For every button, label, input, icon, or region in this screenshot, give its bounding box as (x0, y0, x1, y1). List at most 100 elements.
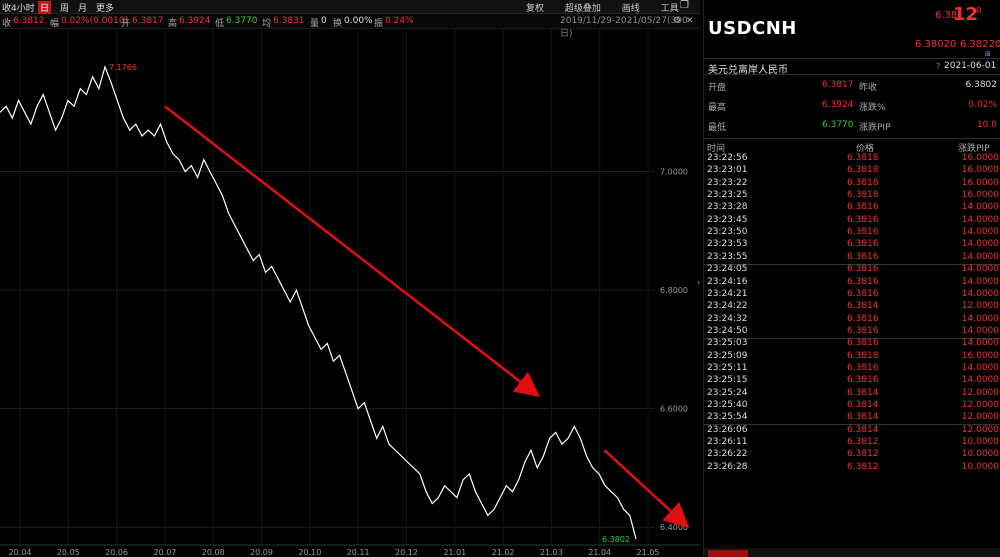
tick-time: 23:25:09 (707, 350, 748, 361)
menu-super-overlay[interactable]: 超级叠加 (564, 4, 601, 14)
tick-change: 10.0000 (961, 437, 999, 448)
tick-row[interactable]: 23:23:28 6.3816 14.0000 (704, 202, 1000, 214)
tick-row[interactable]: 23:24:05 6.3816 14.0000 (704, 264, 1000, 276)
menu-restore-rights[interactable]: 复权 (526, 4, 545, 14)
period-day-button[interactable]: 日 (38, 1, 52, 14)
tick-change: 12.0000 (961, 301, 999, 312)
trend-arrow (164, 105, 540, 398)
period-more-button[interactable]: 更多 (96, 4, 115, 14)
menu-draw-line[interactable]: 画线 (621, 4, 640, 14)
stat-label-left: 最高 (708, 103, 727, 113)
tick-row[interactable]: 23:23:22 6.3818 16.0000 (704, 178, 1000, 190)
tick-price: 6.3814 (847, 301, 879, 312)
tick-change: 12.0000 (961, 387, 999, 398)
tick-price: 6.3814 (847, 424, 879, 435)
footer-tab-active[interactable] (708, 550, 748, 557)
tick-price: 6.3812 (847, 437, 879, 448)
tick-row[interactable]: 23:25:03 6.3816 14.0000 (704, 338, 1000, 350)
tick-row[interactable]: 23:23:53 6.3816 14.0000 (704, 239, 1000, 251)
high-price-label: 7.1766 (109, 63, 137, 72)
tick-change: 14.0000 (961, 338, 999, 349)
tick-change: 14.0000 (961, 202, 999, 213)
tick-row[interactable]: 23:23:45 6.3816 14.0000 (704, 215, 1000, 227)
tick-row[interactable]: 23:26:28 6.3812 10.0000 (704, 462, 1000, 474)
x-tick-label: 20.06 (105, 548, 128, 557)
tick-row[interactable]: 23:24:32 6.3816 14.0000 (704, 314, 1000, 326)
tick-time: 23:23:28 (707, 202, 748, 213)
tick-row[interactable]: 23:23:25 6.3818 16.0000 (704, 190, 1000, 202)
period-week-button[interactable]: 周 (60, 4, 70, 14)
ticks-header-time: 时间 (707, 144, 726, 154)
settings-icon[interactable]: ⚙ (673, 16, 682, 26)
tick-row[interactable]: 23:26:11 6.3812 10.0000 (704, 437, 1000, 449)
tick-time: 23:26:28 (707, 461, 748, 472)
tick-row[interactable]: 23:25:15 6.3816 14.0000 (704, 375, 1000, 387)
tick-row[interactable]: 23:24:16 6.3816 14.0000 (704, 277, 1000, 289)
tick-row[interactable]: 23:25:40 6.3814 12.0000 (704, 400, 1000, 412)
toolbar-prefix: 收 (2, 4, 12, 14)
x-tick-label: 21.02 (492, 548, 515, 557)
price-line (0, 65, 637, 540)
tick-change: 10.0000 (961, 461, 999, 472)
panel-footer (704, 548, 1000, 557)
tick-price: 6.3814 (847, 400, 879, 410)
tick-price: 6.3818 (847, 190, 879, 201)
tick-price: 6.3816 (847, 214, 879, 225)
expand-icon[interactable]: ⊞ (985, 50, 991, 58)
tick-row[interactable]: 23:25:09 6.3818 16.0000 (704, 351, 1000, 363)
tick-time: 23:26:22 (707, 449, 748, 460)
tick-row[interactable]: 23:26:06 6.3814 12.0000 (704, 425, 1000, 437)
tick-time: 23:23:22 (707, 177, 748, 188)
stat-label-right: 昨收 (859, 83, 878, 93)
help-icon[interactable]: ? (936, 62, 941, 71)
tick-change: 14.0000 (961, 264, 999, 275)
quote-bar: 收 6.3812 幅 0.02%(0.0010) 开 6.3817 高 6.39… (0, 14, 700, 39)
tick-time: 23:25:24 (707, 387, 748, 398)
menu-tools[interactable]: 工具 (660, 4, 679, 14)
close-icon[interactable]: ✕ (686, 16, 694, 26)
avg-value: 6.3831 (273, 16, 305, 26)
price-chart[interactable]: 7.0000 6.8000 6.6000 6.4000 20.04 20.05 20.06… (0, 29, 700, 557)
tick-change: 16.0000 (961, 165, 999, 176)
tick-change: 14.0000 (961, 276, 999, 287)
period-4h-button[interactable]: 4小时 (11, 4, 35, 14)
tick-change: 14.0000 (961, 375, 999, 386)
change-label: 幅 (50, 19, 60, 29)
tick-row[interactable]: 23:25:54 6.3814 12.0000 (704, 412, 1000, 424)
tick-row[interactable]: 23:23:55 6.3816 14.0000 (704, 252, 1000, 264)
stats-row: 最低 6.3770 涨跌PIP 10.0 (704, 118, 1000, 133)
tick-time: 23:25:15 (707, 375, 748, 386)
stat-label-left: 开盘 (708, 83, 727, 93)
x-tick-label: 20.10 (298, 548, 321, 557)
tick-time: 23:26:11 (707, 437, 748, 448)
tick-row[interactable]: 23:23:01 6.3818 16.0000 (704, 165, 1000, 177)
tick-time: 23:25:54 (707, 412, 748, 423)
collapse-panel-icon[interactable]: › (697, 278, 701, 287)
tick-price: 6.3816 (847, 202, 879, 213)
tick-price: 6.3816 (847, 264, 879, 275)
window-restore-icon[interactable]: ❐ (680, 0, 689, 11)
tick-change: 14.0000 (961, 251, 999, 262)
volume-label: 量 (310, 19, 320, 29)
symbol-title: USDCNH (708, 18, 797, 39)
tick-change: 14.0000 (961, 362, 999, 373)
prev-close-label: 收 (2, 19, 12, 29)
tick-change: 10.0000 (961, 449, 999, 460)
tick-row[interactable]: 23:25:11 6.3816 14.0000 (704, 363, 1000, 375)
period-month-button[interactable]: 月 (78, 4, 88, 14)
last-price-label: 6.3802 (602, 535, 630, 544)
tick-row[interactable]: 23:25:24 6.3814 12.0000 (704, 388, 1000, 400)
y-axis: 7.0000 6.8000 6.6000 6.4000 (660, 168, 688, 533)
tick-row[interactable]: 23:23:50 6.3816 14.0000 (704, 227, 1000, 239)
tick-change: 14.0000 (961, 325, 999, 336)
tick-row[interactable]: 23:24:50 6.3816 14.0000 (704, 326, 1000, 338)
tick-row[interactable]: 23:22:56 6.3818 16.0000 (704, 153, 1000, 165)
x-tick-label: 20.09 (250, 548, 273, 557)
tick-change: 14.0000 (961, 313, 999, 324)
tick-row[interactable]: 23:24:22 6.3814 12.0000 (704, 301, 1000, 313)
y-tick-label: 6.4000 (660, 523, 688, 532)
tick-row[interactable]: 23:26:22 6.3812 10.0000 (704, 449, 1000, 461)
tick-row[interactable]: 23:24:21 6.3816 14.0000 (704, 289, 1000, 301)
tick-time: 23:24:21 (707, 288, 748, 299)
tick-change: 16.0000 (961, 350, 999, 361)
